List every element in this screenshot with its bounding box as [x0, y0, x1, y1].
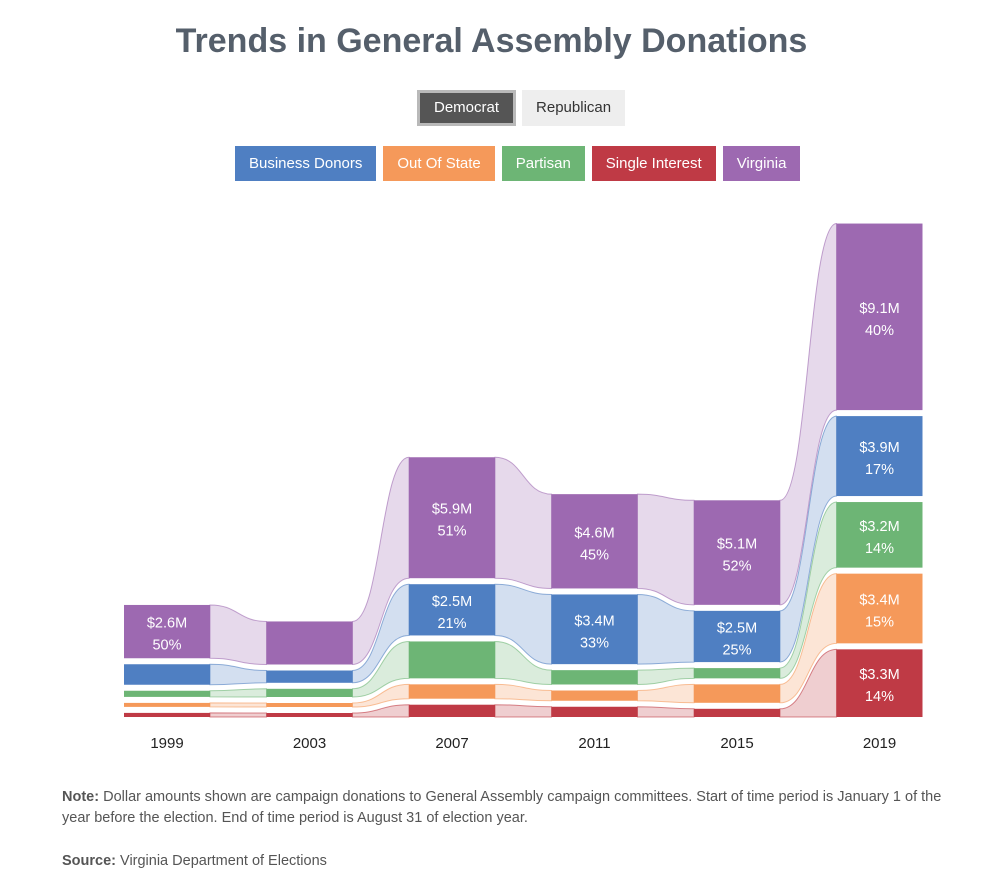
x-tick-label: 1999 [150, 735, 183, 752]
bar-segment[interactable] [124, 702, 210, 707]
flow-virginia [494, 456, 552, 589]
bar-segment[interactable] [409, 641, 495, 679]
bar-segment[interactable] [694, 684, 780, 703]
data-label: $3.4M 33% [574, 613, 614, 651]
bar-segment[interactable] [694, 500, 780, 605]
bar-segment[interactable] [124, 712, 210, 717]
source-label: Source: [62, 853, 116, 869]
bar-segment[interactable] [551, 690, 638, 701]
bar-segment[interactable] [551, 670, 638, 685]
bar-layer [124, 223, 923, 717]
data-label: $2.5M 25% [717, 620, 757, 658]
x-tick-label: 2019 [863, 735, 896, 752]
data-label: $4.6M 45% [574, 525, 614, 563]
bar-segment[interactable] [266, 670, 353, 683]
flow-single-interest [779, 648, 837, 718]
legend: Business Donors Out Of State Partisan Si… [235, 146, 801, 181]
republican-button[interactable]: Republican [522, 90, 626, 126]
bar-segment[interactable] [551, 706, 638, 717]
flow-business-donors [637, 593, 695, 665]
flow-out-of-state [637, 683, 695, 704]
stacked-bar-chart: $3.3M 14% $3.4M 15% $3.2M 14% $2.5M 21% $3.4M 33%… [124, 223, 923, 752]
bar-segment[interactable] [551, 494, 638, 589]
data-label: $3.4M 15% [859, 593, 899, 631]
bar-segment[interactable] [836, 649, 923, 717]
legend-business-donors[interactable]: Business Donors [235, 146, 377, 181]
data-label: $3.2M 14% [859, 519, 899, 557]
bar-segment[interactable] [124, 664, 210, 685]
flow-virginia [779, 223, 837, 606]
flow-out-of-state [494, 683, 552, 702]
chart-title: Trends in General Assembly Donations [175, 22, 808, 60]
bar-segment[interactable] [836, 573, 923, 644]
note-text: Dollar amounts shown are campaign donati… [62, 789, 942, 826]
bar-segment[interactable] [694, 610, 780, 663]
bar-segment[interactable] [551, 594, 638, 665]
bar-segment[interactable] [124, 604, 210, 659]
flow-virginia [352, 456, 410, 666]
source: Source: Virginia Department of Elections [62, 853, 327, 869]
bar-segment[interactable] [266, 703, 353, 707]
x-tick-label: 2003 [293, 735, 326, 752]
flow-partisan [637, 667, 695, 686]
flow-single-interest [209, 712, 267, 718]
source-text: Virginia Department of Elections [116, 853, 327, 869]
x-tick-label: 2007 [435, 735, 468, 752]
data-label: $3.3M 14% [859, 667, 899, 705]
x-tick-label: 2011 [578, 735, 610, 752]
flow-virginia [209, 604, 267, 666]
party-toggle: Democrat Republican [417, 90, 626, 126]
data-label: $5.1M 52% [717, 537, 757, 575]
bar-segment[interactable] [266, 621, 353, 665]
flow-out-of-state [209, 702, 267, 708]
bar-segment[interactable] [409, 584, 495, 636]
legend-virginia[interactable]: Virginia [722, 146, 801, 181]
flow-single-interest [637, 706, 695, 718]
flow-single-interest [494, 704, 552, 718]
bar-segment[interactable] [266, 688, 353, 697]
x-tick-label: 2015 [720, 735, 753, 752]
data-label: $5.9M 51% [432, 502, 472, 540]
flow-virginia [637, 493, 695, 606]
note: Note: Dollar amounts shown are campaign … [62, 787, 972, 829]
legend-single-interest[interactable]: Single Interest [591, 146, 716, 181]
data-label: $2.5M 21% [432, 594, 472, 632]
bar-segment[interactable] [694, 668, 780, 679]
data-label: $3.9M 17% [859, 440, 899, 478]
bar-segment[interactable] [409, 704, 495, 717]
flow-business-donors [209, 663, 267, 686]
bar-segment[interactable] [836, 223, 923, 411]
democrat-button[interactable]: Democrat [417, 90, 517, 126]
flow-partisan [209, 688, 267, 698]
legend-partisan[interactable]: Partisan [501, 146, 585, 181]
flow-business-donors [494, 583, 552, 665]
note-label: Note: [62, 789, 100, 805]
legend-out-of-state[interactable]: Out Of State [383, 146, 495, 181]
bar-segment[interactable] [836, 502, 923, 568]
bar-segment[interactable] [409, 457, 495, 579]
label-layer: $3.3M 14% $3.4M 15% $3.2M 14% $2.5M 21% $3.4M 33%… [147, 301, 900, 752]
data-label: $2.6M 50% [147, 616, 187, 654]
bar-segment[interactable] [124, 690, 210, 697]
bar-segment[interactable] [409, 684, 495, 699]
bar-segment[interactable] [694, 708, 780, 717]
bar-segment[interactable] [266, 713, 353, 717]
bar-segment[interactable] [836, 416, 923, 497]
data-label: $9.1M 40% [859, 301, 899, 339]
